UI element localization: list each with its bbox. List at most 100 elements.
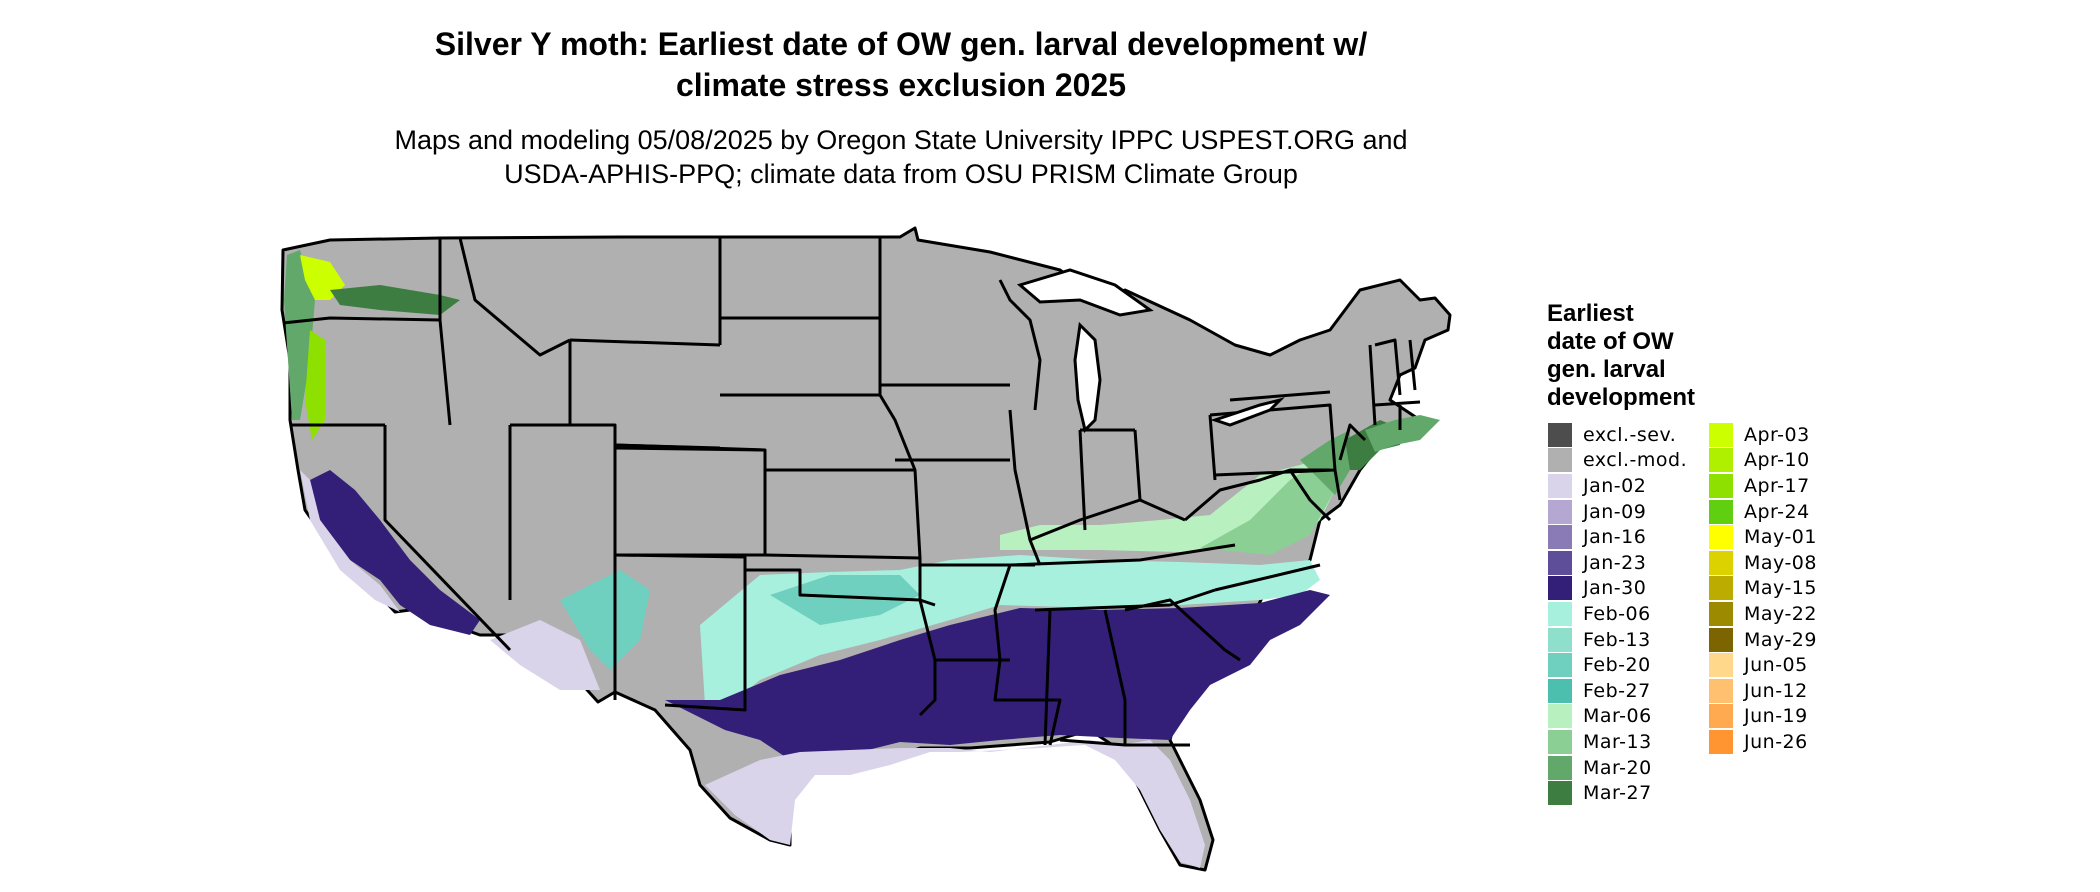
border-ks-ok	[764, 553, 921, 560]
legend-item: Apr-10	[1709, 448, 1817, 474]
border-ma-ct	[1374, 400, 1421, 407]
map-subtitle-line-1: Maps and modeling 05/08/2025 by Oregon S…	[394, 125, 1408, 155]
legend-swatch	[1709, 678, 1733, 703]
legend-swatch	[1709, 627, 1733, 652]
legend-item: Jan-23	[1548, 550, 1687, 576]
legend-label: May-08	[1744, 551, 1817, 574]
border-nm	[614, 553, 747, 712]
legend-item: Mar-13	[1548, 729, 1687, 755]
border-la-ms	[993, 564, 1062, 746]
legend-swatch	[1548, 576, 1572, 601]
border-vt-nh	[1374, 338, 1402, 396]
legend-title-line-3: gen. larval	[1547, 356, 1666, 383]
border-plains-east	[878, 237, 937, 717]
legend-swatch	[1548, 525, 1572, 550]
legend-label: Feb-27	[1583, 679, 1651, 702]
border-mt-south	[569, 338, 721, 347]
legend-label: Jun-26	[1744, 730, 1808, 753]
legend-label: Apr-03	[1744, 423, 1810, 446]
map-title-line-2: climate stress exclusion 2025	[675, 67, 1127, 103]
legend-label: Jan-23	[1583, 551, 1647, 574]
legend-label: Jan-16	[1583, 526, 1647, 549]
legend-swatch	[1548, 627, 1572, 652]
legend-label: Mar-27	[1583, 782, 1652, 805]
zone-pnw-green	[284, 250, 315, 420]
legend-swatch	[1709, 525, 1733, 550]
legend-item: Jan-30	[1548, 576, 1687, 602]
legend-swatch	[1548, 653, 1572, 678]
legend-label: Mar-13	[1583, 730, 1652, 753]
legend-swatch	[1548, 550, 1572, 575]
legend-item: May-15	[1709, 576, 1817, 602]
legend-label: May-22	[1744, 602, 1817, 625]
legend-column-1: excl.-sev. excl.-mod. Jan-02 Jan-09 Jan-16 Ja…	[1548, 422, 1687, 806]
legend-item: excl.-mod.	[1548, 448, 1687, 474]
legend-item: Mar-06	[1548, 704, 1687, 730]
legend-swatch	[1548, 448, 1572, 473]
legend-item: Feb-13	[1548, 627, 1687, 653]
legend-swatch	[1709, 499, 1733, 524]
legend-swatch	[1709, 422, 1733, 447]
border-va-md	[1288, 469, 1332, 522]
legend-item: Apr-24	[1709, 499, 1817, 525]
legend-item: May-22	[1709, 601, 1817, 627]
legend-swatch	[1709, 448, 1733, 473]
border-ky-north	[1029, 498, 1186, 542]
legend-label: Apr-10	[1744, 449, 1810, 472]
zone-west-coast-light	[300, 470, 400, 612]
legend-label: Apr-17	[1744, 474, 1810, 497]
legend-item: excl.-sev.	[1548, 422, 1687, 448]
border-wa-or	[282, 316, 441, 325]
border-ms-al	[1043, 609, 1052, 746]
legend-swatch	[1548, 781, 1572, 806]
legend-item: Jan-16	[1548, 524, 1687, 550]
legend-swatch	[1548, 678, 1572, 703]
legend-swatch	[1548, 755, 1572, 780]
border-nh-me	[1408, 339, 1417, 391]
legend-label: Jun-19	[1744, 705, 1808, 728]
border-tn-north	[1009, 543, 1236, 567]
zone-west-coast	[310, 470, 480, 635]
border-oh-east	[1208, 414, 1217, 481]
map-subtitle-line-2: USDA-APHIS-PPQ; climate data from OSU PR…	[504, 159, 1298, 189]
legend-label: May-01	[1744, 526, 1817, 549]
legend-swatch	[1709, 473, 1733, 498]
legend-swatch	[1709, 653, 1733, 678]
zone-mar-mid	[1200, 460, 1335, 555]
border-ny-east	[1368, 344, 1377, 426]
legend-swatch	[1548, 601, 1572, 626]
legend-item: Jan-09	[1548, 499, 1687, 525]
border-id-mt	[458, 237, 571, 357]
great-lakes	[1016, 268, 1285, 433]
legend-column-2: Apr-03 Apr-10 Apr-17 Apr-24 May-01 May-08 May-…	[1709, 422, 1817, 755]
legend-item: Mar-20	[1548, 755, 1687, 781]
legend-item: Mar-27	[1548, 780, 1687, 806]
map-subtitle: Maps and modeling 05/08/2025 by Oregon S…	[296, 123, 1506, 191]
zone-pnw-lime-2	[305, 330, 325, 440]
border-tx-ok	[745, 568, 936, 607]
legend-item: Apr-17	[1709, 473, 1817, 499]
legend-item: Jun-12	[1709, 678, 1817, 704]
zone-az-teal	[560, 570, 650, 670]
border-al-ga	[1103, 609, 1127, 745]
legend-item: May-01	[1709, 524, 1817, 550]
legend-item: Jun-05	[1709, 652, 1817, 678]
legend-label: Jan-09	[1583, 500, 1647, 523]
legend-title-line-2: date of OW	[1547, 328, 1674, 355]
border-ny-pa	[1229, 390, 1331, 402]
legend-title-line-4: development	[1547, 384, 1696, 411]
legend-label: Mar-20	[1583, 756, 1652, 779]
legend-swatch	[1548, 499, 1572, 524]
legend-label: May-29	[1744, 628, 1817, 651]
border-il	[1008, 409, 1042, 566]
border-ga-fl	[1059, 738, 1190, 747]
legend-swatch	[1548, 704, 1572, 729]
legend-swatch	[1709, 729, 1733, 754]
lake-superior	[1016, 268, 1154, 317]
legend-swatch	[1548, 473, 1572, 498]
legend-label: May-15	[1744, 577, 1817, 600]
legend-item: Feb-06	[1548, 601, 1687, 627]
legend-label: Jan-30	[1583, 577, 1647, 600]
legend-label: excl.-sev.	[1583, 423, 1677, 446]
border-wi-mi	[998, 279, 1042, 411]
